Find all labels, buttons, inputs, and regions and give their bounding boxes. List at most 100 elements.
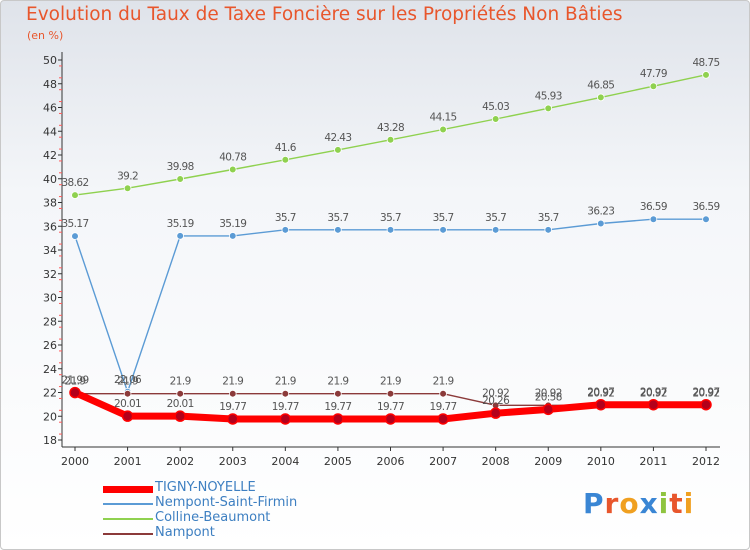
data-label-colline-beaumont: 44.15	[430, 111, 457, 123]
y-tick-label: 44	[43, 125, 57, 138]
data-label-colline-beaumont: 46.85	[587, 79, 614, 91]
data-point-nempont-saint-firmin	[386, 226, 395, 234]
data-labels-layer: 38.62 39.2 39.98 40.78 41.6 42.43 43.28 44.15 45…	[61, 57, 720, 413]
data-label-nampont: 20.92	[692, 387, 719, 399]
y-tick-label: 20	[43, 410, 57, 423]
data-point-nampont	[123, 389, 132, 398]
data-point-colline-beaumont	[439, 125, 447, 134]
data-label-tigny-noyelle: 20.97	[640, 387, 667, 399]
data-label-tigny-noyelle: 20.26	[482, 395, 510, 407]
data-point-tigny-noyelle	[332, 413, 344, 425]
legend-label: TIGNY-NOYELLE	[155, 480, 256, 495]
legend-label: Colline-Beaumont	[155, 510, 271, 525]
x-tick-label: 2010	[587, 455, 615, 468]
data-label-tigny-noyelle: 19.77	[377, 401, 404, 413]
y-tick-label: 28	[43, 315, 57, 328]
legend-label: Nempont-Saint-Firmin	[155, 495, 298, 510]
x-tick-label: 2009	[534, 455, 562, 468]
x-tick-label: 2012	[692, 455, 720, 468]
logo-letter: i	[683, 487, 695, 520]
data-point-colline-beaumont	[544, 104, 553, 113]
data-label-nempont-saint-firmin: 35.7	[275, 212, 296, 224]
data-label-tigny-noyelle: 20.58	[535, 391, 562, 403]
data-label-colline-beaumont: 45.03	[482, 101, 509, 113]
data-point-nempont-saint-firmin	[544, 226, 553, 234]
data-label-nampont: 21.9	[117, 376, 138, 388]
chart-axes: 18 20 22 24 26 28 30 32 34 36 38 40 42 44 46 48 50 2000 20…	[43, 52, 720, 468]
data-point-tigny-noyelle	[595, 398, 607, 411]
data-label-colline-beaumont: 39.2	[117, 170, 138, 182]
data-point-colline-beaumont	[176, 175, 184, 183]
data-label-nempont-saint-firmin: 35.19	[219, 218, 246, 230]
data-label-nampont: 21.9	[222, 376, 243, 388]
data-label-nempont-saint-firmin: 35.7	[433, 212, 454, 224]
data-label-nempont-saint-firmin: 35.7	[380, 212, 401, 224]
data-label-tigny-noyelle: 20.01	[114, 398, 141, 410]
y-tick-label: 42	[43, 149, 57, 162]
data-point-colline-beaumont	[649, 82, 658, 91]
data-label-nampont: 20.92	[482, 387, 509, 399]
data-point-nempont-saint-firmin	[649, 215, 658, 224]
data-label-nempont-saint-firmin: 35.17	[61, 218, 88, 230]
data-point-tigny-noyelle	[121, 410, 134, 422]
data-point-colline-beaumont	[71, 191, 79, 199]
data-point-nempont-saint-firmin	[491, 226, 500, 234]
data-label-tigny-noyelle: 20.01	[167, 398, 194, 410]
y-tick-label: 36	[43, 220, 57, 233]
data-label-nampont: 21.9	[275, 376, 296, 388]
data-label-colline-beaumont: 41.6	[275, 142, 297, 154]
y-tick-label: 22	[43, 387, 57, 400]
y-tick-label: 50	[43, 54, 57, 67]
legend-swatch-nampont	[103, 533, 153, 535]
data-point-tigny-noyelle	[542, 403, 554, 416]
x-tick-label: 2007	[429, 455, 457, 468]
data-point-nempont-saint-firmin	[334, 226, 342, 234]
data-label-tigny-noyelle: 19.77	[324, 401, 351, 413]
data-point-tigny-noyelle	[489, 407, 502, 419]
data-point-colline-beaumont	[123, 184, 132, 193]
data-point-colline-beaumont	[281, 155, 290, 164]
data-point-tigny-noyelle	[279, 413, 292, 425]
data-label-nampont: 21.9	[380, 376, 401, 388]
data-point-nempont-saint-firmin	[281, 226, 290, 234]
data-point-tigny-noyelle	[384, 413, 397, 425]
data-label-nampont: 21.9	[433, 376, 454, 388]
y-tick-label: 24	[43, 363, 57, 376]
data-point-nampont	[386, 389, 395, 398]
y-tick-label: 18	[43, 434, 57, 447]
data-point-colline-beaumont	[491, 115, 500, 123]
data-point-nempont-saint-firmin	[71, 232, 79, 240]
series-line-colline-beaumont	[74, 74, 707, 196]
data-point-nampont	[281, 389, 290, 398]
logo-letter: t	[669, 487, 684, 520]
data-point-colline-beaumont	[228, 165, 237, 174]
data-label-tigny-noyelle: 21.99	[61, 375, 88, 387]
y-tick-label: 48	[43, 78, 57, 91]
logo-letter: x	[639, 487, 659, 520]
data-label-nampont: 20.92	[640, 387, 667, 399]
chart-title: Evolution du Taux de Taxe Foncière sur l…	[26, 4, 623, 25]
data-point-nampont	[176, 389, 184, 398]
data-label-nempont-saint-firmin: 35.7	[327, 212, 348, 224]
y-tick-label: 26	[43, 339, 57, 352]
data-label-colline-beaumont: 47.79	[640, 68, 667, 80]
data-label-nempont-saint-firmin: 36.59	[692, 201, 719, 213]
y-tick-label: 46	[43, 102, 57, 115]
data-label-colline-beaumont: 45.93	[535, 90, 562, 102]
data-label-colline-beaumont: 39.98	[167, 161, 194, 173]
x-tick-label: 2003	[219, 455, 247, 468]
y-tick-label: 32	[43, 268, 57, 281]
y-tick-label: 30	[43, 292, 57, 305]
data-label-nempont-saint-firmin: 35.19	[167, 218, 194, 230]
data-point-colline-beaumont	[702, 71, 710, 79]
data-label-colline-beaumont: 42.43	[324, 132, 351, 144]
data-point-nempont-saint-firmin	[702, 215, 710, 224]
legend-swatch-tigny-noyelle	[103, 486, 153, 493]
data-point-nempont-saint-firmin	[228, 232, 237, 240]
data-label-tigny-noyelle: 19.77	[219, 401, 246, 413]
data-label-nempont-saint-firmin: 22.06	[114, 374, 142, 386]
data-point-nempont-saint-firmin	[176, 232, 184, 240]
data-label-colline-beaumont: 48.75	[692, 57, 719, 69]
data-label-nempont-saint-firmin: 36.59	[640, 201, 667, 213]
